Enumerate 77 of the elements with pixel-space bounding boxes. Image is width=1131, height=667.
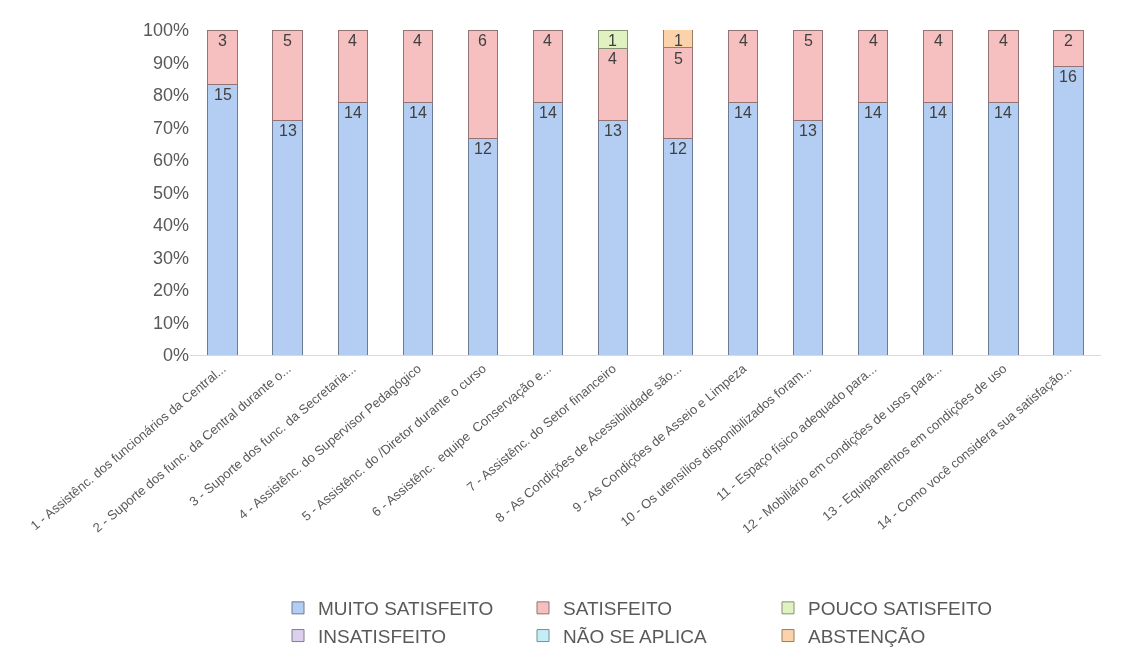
y-tick-label: 100% xyxy=(142,20,189,41)
annotation: 12 xyxy=(669,140,687,157)
legend-label: POUCO SATISFEITO xyxy=(808,598,993,620)
bar xyxy=(272,30,303,121)
y-tick-label: 10% xyxy=(152,312,189,333)
bar xyxy=(662,137,694,355)
annotation: 4 xyxy=(413,32,422,49)
bar xyxy=(402,101,433,355)
annotation: 14 xyxy=(734,104,752,121)
bar xyxy=(337,30,368,103)
bar xyxy=(532,101,564,355)
bar xyxy=(467,30,498,139)
annotation: 14 xyxy=(409,104,427,121)
annotation: 4 xyxy=(934,32,943,49)
bar xyxy=(272,119,303,355)
annotation: 4 xyxy=(739,32,748,49)
legend-label: INSATISFEITO xyxy=(318,625,447,647)
bar xyxy=(662,30,694,49)
annotation: 4 xyxy=(999,32,1008,49)
annotation: 5 xyxy=(804,32,813,49)
y-tick-label: 50% xyxy=(152,182,189,203)
bar xyxy=(793,30,824,121)
bar xyxy=(727,101,759,355)
annotation: 12 xyxy=(474,140,492,157)
bar xyxy=(207,83,238,355)
annotation: 5 xyxy=(283,32,292,49)
annotation: 16 xyxy=(1059,68,1077,85)
y-tick-label: 70% xyxy=(152,117,189,138)
annotation: 4 xyxy=(608,50,617,67)
annotation: 14 xyxy=(929,104,947,121)
bar xyxy=(988,101,1019,355)
annotation: 3 xyxy=(218,32,227,49)
annotation: 4 xyxy=(543,32,552,49)
bar xyxy=(532,30,564,103)
y-tick-label: 90% xyxy=(152,52,189,73)
bar xyxy=(597,30,629,49)
annotation: 14 xyxy=(539,104,557,121)
annotation: 1 xyxy=(608,32,617,49)
legend-label: MUITO SATISFEITO xyxy=(318,598,494,620)
bar xyxy=(923,101,954,355)
bar xyxy=(858,101,889,355)
annotation: 14 xyxy=(994,104,1012,121)
y-tick-label: 60% xyxy=(152,150,189,171)
bar xyxy=(858,30,889,103)
bar xyxy=(402,30,433,103)
annotation: 2 xyxy=(1064,32,1073,49)
bar xyxy=(467,137,498,355)
annotation: 15 xyxy=(214,86,232,103)
annotation: 1 xyxy=(674,32,683,49)
bar xyxy=(337,101,368,355)
bar xyxy=(207,30,238,85)
bar xyxy=(793,119,824,355)
bar xyxy=(727,30,759,103)
y-tick-label: 40% xyxy=(152,215,189,236)
annotation: 13 xyxy=(279,122,297,139)
bar xyxy=(1053,30,1084,67)
annotation: 4 xyxy=(869,32,878,49)
y-tick-label: 20% xyxy=(152,280,189,301)
y-tick-label: 0% xyxy=(162,345,189,366)
annotation: 13 xyxy=(799,122,817,139)
bar xyxy=(988,30,1019,103)
bar xyxy=(597,47,629,121)
annotation: 4 xyxy=(348,32,357,49)
y-tick-label: 80% xyxy=(152,85,189,106)
annotation: 13 xyxy=(604,122,622,139)
annotation: 14 xyxy=(344,104,362,121)
y-tick-label: 30% xyxy=(152,247,189,268)
annotation: 5 xyxy=(674,50,683,67)
bar xyxy=(662,47,694,139)
legend-label: ABSTENÇÃO xyxy=(808,625,926,647)
legend-label: SATISFEITO xyxy=(563,598,673,620)
bar xyxy=(923,30,954,103)
legend-label: NÃO SE APLICA xyxy=(563,625,707,647)
annotation: 6 xyxy=(478,32,487,49)
bar xyxy=(1053,65,1084,355)
bar xyxy=(597,119,629,355)
annotation: 14 xyxy=(864,104,882,121)
